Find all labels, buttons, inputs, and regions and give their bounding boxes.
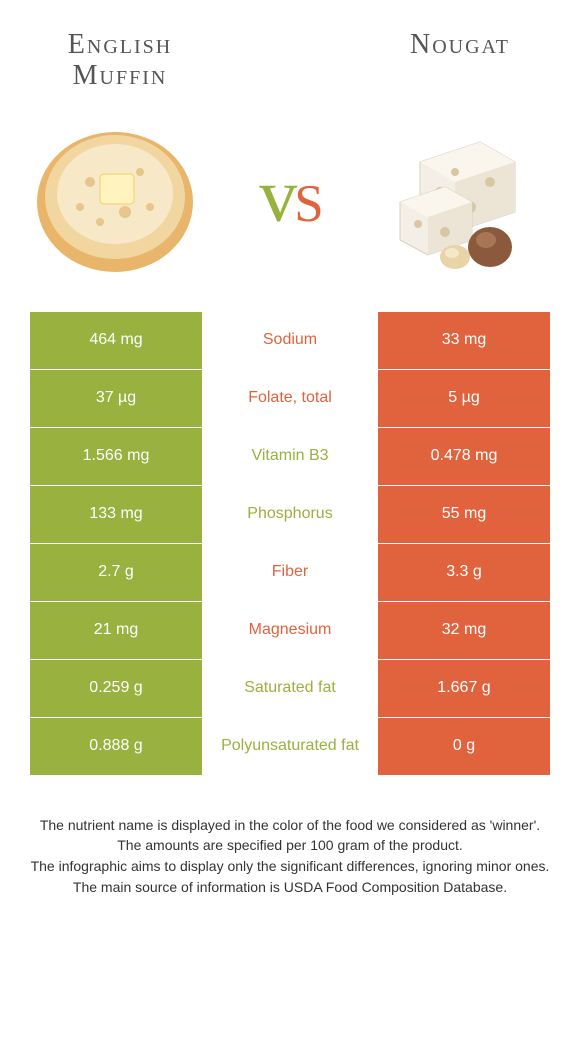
left-value: 0.259 g [30,660,202,717]
right-value: 0.478 mg [378,428,550,485]
right-value: 1.667 g [378,660,550,717]
left-value: 0.888 g [30,718,202,775]
english-muffin-icon [30,112,200,282]
right-value: 32 mg [378,602,550,659]
nutrient-name: Fiber [202,544,378,601]
right-title: Nougat [410,29,510,60]
header: English Muffin Nougat [0,0,580,102]
left-value: 1.566 mg [30,428,202,485]
footer-line: The nutrient name is displayed in the co… [30,816,550,835]
table-row: 1.566 mg Vitamin B3 0.478 mg [30,428,550,486]
nutrient-name: Phosphorus [202,486,378,543]
table-row: 37 µg Folate, total 5 µg [30,370,550,428]
nutrient-name: Polyunsaturated fat [202,718,378,775]
nutrient-name: Saturated fat [202,660,378,717]
vs-s: s [294,154,320,238]
nutrient-name: Sodium [202,312,378,369]
footer-line: The main source of information is USDA F… [30,878,550,897]
table-row: 0.888 g Polyunsaturated fat 0 g [30,718,550,776]
nutrient-name: Vitamin B3 [202,428,378,485]
left-value: 37 µg [30,370,202,427]
footer-line: The amounts are specified per 100 gram o… [30,836,550,855]
vs-v: v [259,154,294,238]
nutrient-table: 464 mg Sodium 33 mg 37 µg Folate, total … [30,312,550,776]
left-value: 2.7 g [30,544,202,601]
left-food-title: English Muffin [40,30,200,92]
right-value: 5 µg [378,370,550,427]
left-value: 21 mg [30,602,202,659]
table-row: 21 mg Magnesium 32 mg [30,602,550,660]
hero-row: vs [0,102,580,312]
table-row: 2.7 g Fiber 3.3 g [30,544,550,602]
nougat-icon [380,112,550,282]
right-value: 55 mg [378,486,550,543]
right-value: 33 mg [378,312,550,369]
left-title-line2: Muffin [73,60,168,91]
left-value: 464 mg [30,312,202,369]
left-value: 133 mg [30,486,202,543]
left-title-line1: English [68,29,172,60]
table-row: 0.259 g Saturated fat 1.667 g [30,660,550,718]
table-row: 133 mg Phosphorus 55 mg [30,486,550,544]
nutrient-name: Magnesium [202,602,378,659]
nutrient-name: Folate, total [202,370,378,427]
right-food-title: Nougat [380,30,540,61]
footer-notes: The nutrient name is displayed in the co… [0,776,580,920]
vs-label: vs [259,153,320,240]
table-row: 464 mg Sodium 33 mg [30,312,550,370]
right-value: 0 g [378,718,550,775]
footer-line: The infographic aims to display only the… [30,857,550,876]
right-value: 3.3 g [378,544,550,601]
